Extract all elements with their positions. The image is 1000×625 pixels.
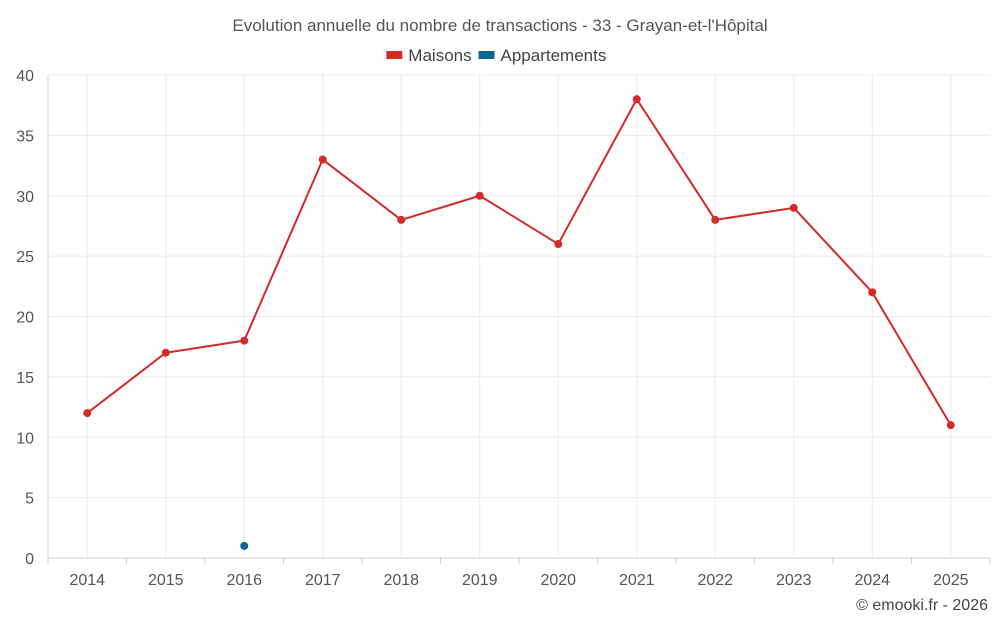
y-tick-label: 10 — [16, 430, 34, 447]
y-tick-label: 20 — [16, 310, 34, 327]
data-point-maisons[interactable] — [397, 215, 406, 224]
data-point-maisons[interactable] — [946, 421, 955, 430]
data-point-maisons[interactable] — [318, 155, 327, 164]
legend[interactable]: Maisons Appartements — [386, 46, 606, 65]
legend-label-appartements: Appartements — [501, 46, 607, 65]
data-point-maisons[interactable] — [868, 288, 877, 297]
series-line-maisons — [86, 98, 952, 426]
x-tick-label: 2015 — [148, 572, 184, 589]
data-point-maisons[interactable] — [475, 191, 484, 200]
chart-title: Evolution annuelle du nombre de transact… — [232, 16, 767, 35]
y-tick-label: 30 — [16, 189, 34, 206]
x-tick-label: 2025 — [933, 572, 969, 589]
x-tick-label: 2020 — [540, 572, 576, 589]
y-tick-label: 5 — [25, 491, 34, 508]
x-tick-label: 2022 — [697, 572, 733, 589]
x-tick-label: 2014 — [69, 572, 105, 589]
y-tick-label: 15 — [16, 370, 34, 387]
x-tick-label: 2016 — [226, 572, 262, 589]
legend-swatch-appartements — [478, 51, 495, 59]
x-tick-label: 2023 — [776, 572, 812, 589]
grid — [48, 74, 990, 558]
data-point-maisons[interactable] — [240, 336, 249, 345]
credit-text: © emooki.fr - 2026 — [856, 597, 988, 614]
x-tick-label: 2017 — [305, 572, 341, 589]
legend-label-maisons: Maisons — [408, 46, 471, 65]
x-tick-label: 2019 — [462, 572, 498, 589]
legend-swatch-maisons — [386, 51, 403, 59]
x-tick-label: 2021 — [619, 572, 655, 589]
data-point-maisons[interactable] — [554, 240, 563, 249]
legend-item-appartements[interactable]: Appartements — [478, 46, 607, 65]
data-point-maisons[interactable] — [711, 215, 720, 224]
y-tick-label: 25 — [16, 249, 34, 266]
y-tick-label: 35 — [16, 128, 34, 145]
y-tick-label: 0 — [25, 551, 34, 568]
y-tick-label: 40 — [16, 68, 34, 85]
data-point-maisons[interactable] — [632, 95, 641, 104]
legend-item-maisons[interactable]: Maisons — [386, 46, 472, 65]
x-tick-label: 2024 — [854, 572, 890, 589]
series-layer — [83, 95, 955, 550]
data-point-maisons[interactable] — [83, 409, 92, 418]
data-point-maisons[interactable] — [789, 203, 798, 212]
data-point-appartements[interactable] — [240, 541, 249, 550]
data-point-maisons[interactable] — [161, 348, 170, 357]
x-tick-label: 2018 — [383, 572, 419, 589]
